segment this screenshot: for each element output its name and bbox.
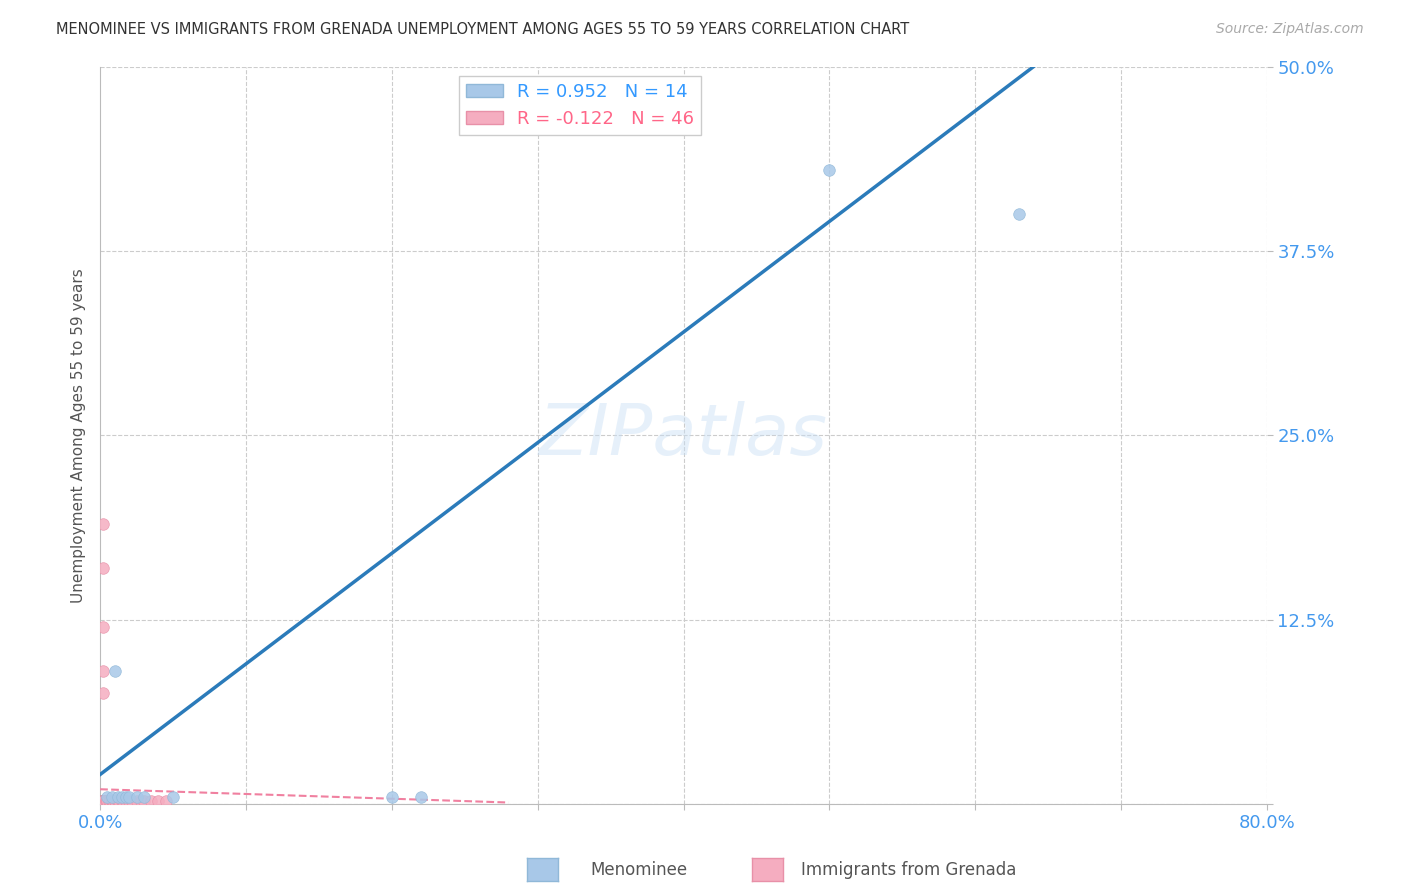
Point	[132, 794, 155, 808]
Point	[115, 794, 138, 808]
Point	[96, 789, 118, 804]
Point	[91, 794, 114, 808]
Point	[162, 789, 184, 804]
Point	[91, 794, 114, 808]
Text: Menominee: Menominee	[591, 861, 688, 879]
Point	[91, 794, 114, 808]
Point	[91, 794, 114, 808]
Point	[132, 789, 155, 804]
Point	[115, 789, 138, 804]
Y-axis label: Unemployment Among Ages 55 to 59 years: Unemployment Among Ages 55 to 59 years	[72, 268, 86, 603]
Point	[118, 789, 141, 804]
Point	[141, 794, 163, 808]
Point	[94, 794, 117, 808]
Point	[101, 789, 124, 804]
Point	[111, 794, 134, 808]
Point	[118, 794, 141, 808]
Point	[155, 794, 177, 808]
Text: Source: ZipAtlas.com: Source: ZipAtlas.com	[1216, 22, 1364, 37]
Point	[91, 561, 114, 575]
Text: Immigrants from Grenada: Immigrants from Grenada	[801, 861, 1017, 879]
Point	[111, 789, 134, 804]
Point	[91, 620, 114, 634]
Point	[91, 794, 114, 808]
Point	[91, 794, 114, 808]
Point	[98, 794, 121, 808]
Point	[91, 794, 114, 808]
Point	[91, 794, 114, 808]
Point	[91, 794, 114, 808]
Point	[91, 516, 114, 531]
Point	[129, 794, 152, 808]
Point	[97, 794, 120, 808]
Point	[91, 686, 114, 700]
Point	[112, 794, 135, 808]
Point	[1008, 207, 1031, 221]
Point	[125, 794, 148, 808]
Point	[409, 789, 432, 804]
Point	[91, 794, 114, 808]
Point	[107, 789, 129, 804]
Text: ZIPatlas: ZIPatlas	[538, 401, 828, 470]
Point	[91, 794, 114, 808]
Point	[381, 789, 404, 804]
Point	[91, 794, 114, 808]
Point	[104, 665, 127, 679]
Point	[91, 794, 114, 808]
Point	[101, 794, 124, 808]
Point	[121, 794, 143, 808]
Point	[91, 794, 114, 808]
Point	[96, 794, 118, 808]
Point	[818, 162, 841, 177]
Point	[125, 789, 148, 804]
Point	[91, 794, 114, 808]
Point	[101, 794, 124, 808]
Point	[107, 794, 129, 808]
Point	[148, 794, 170, 808]
Point	[96, 794, 118, 808]
Point	[91, 794, 114, 808]
Text: MENOMINEE VS IMMIGRANTS FROM GRENADA UNEMPLOYMENT AMONG AGES 55 TO 59 YEARS CORR: MENOMINEE VS IMMIGRANTS FROM GRENADA UNE…	[56, 22, 910, 37]
Point	[91, 665, 114, 679]
Point	[91, 794, 114, 808]
Point	[104, 794, 127, 808]
Point	[108, 794, 131, 808]
Legend: R = 0.952   N = 14, R = -0.122   N = 46: R = 0.952 N = 14, R = -0.122 N = 46	[460, 76, 702, 135]
Point	[91, 794, 114, 808]
Point	[104, 794, 127, 808]
Point	[103, 794, 125, 808]
